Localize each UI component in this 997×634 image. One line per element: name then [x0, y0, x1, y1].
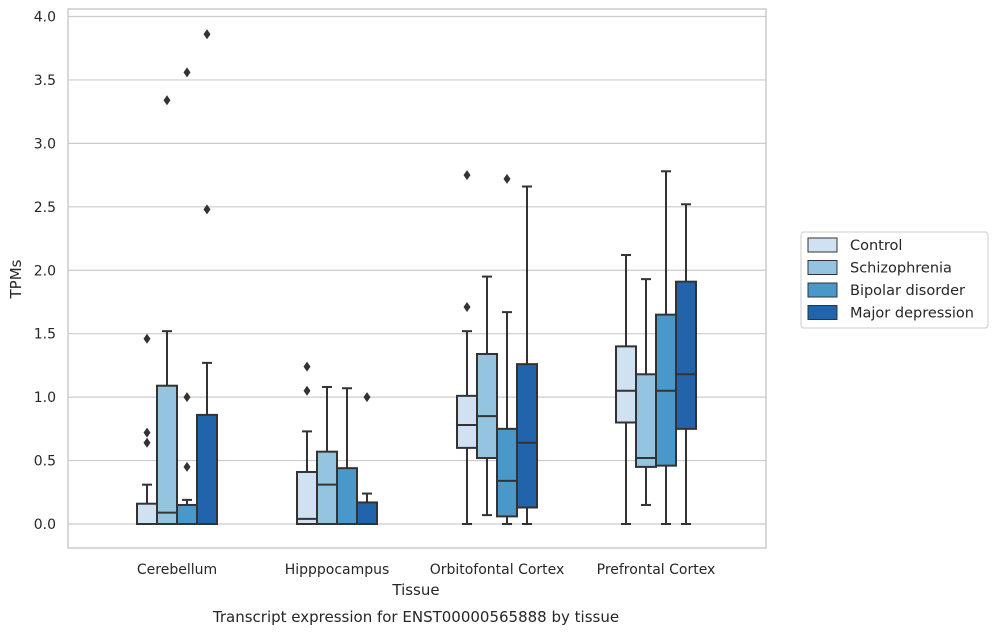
x-tick-label: Hipppocampus: [285, 562, 390, 578]
box-iqr: [196, 413, 218, 526]
box-iqr: [316, 450, 338, 525]
box-bipolar-disorder: [336, 387, 358, 525]
y-tick-label: 1.5: [34, 327, 56, 343]
outlier-point: [203, 204, 211, 215]
box-iqr: [635, 373, 657, 468]
box-schizophrenia: [476, 275, 498, 517]
box-control: [456, 170, 478, 525]
box-iqr: [296, 470, 318, 526]
y-tick-label: 0.5: [34, 454, 56, 470]
legend-label: Major depression: [850, 306, 974, 322]
box-iqr: [675, 280, 697, 430]
box-major-depression: [196, 29, 218, 526]
outlier-point: [143, 333, 151, 344]
outlier-point: [183, 461, 191, 472]
outlier-point: [303, 361, 311, 372]
box-iqr: [176, 503, 198, 525]
outlier-point: [143, 427, 151, 438]
box-iqr: [156, 384, 178, 525]
legend-label: Control: [850, 238, 902, 254]
y-tick-label: 0.0: [34, 517, 56, 533]
outlier-point: [303, 385, 311, 396]
x-tick-label: Cerebellum: [137, 562, 217, 578]
box-control: [136, 333, 158, 526]
y-tick-label: 1.0: [34, 390, 56, 406]
box-bipolar-disorder: [655, 170, 677, 525]
y-tick-label: 4.0: [34, 10, 56, 26]
legend-frame: [800, 231, 989, 329]
box-iqr: [356, 501, 378, 525]
outlier-point: [163, 95, 171, 106]
y-axis-label: TPMs: [7, 259, 25, 299]
box-major-depression: [356, 392, 378, 525]
box-bipolar-disorder: [496, 173, 518, 525]
box-iqr: [476, 352, 498, 460]
outlier-point: [203, 29, 211, 40]
legend-swatch: [807, 260, 838, 275]
box-iqr: [615, 345, 637, 424]
legend-swatch: [807, 305, 838, 320]
outlier-point: [183, 392, 191, 403]
outlier-point: [503, 173, 511, 184]
y-tick-label: 3.0: [34, 136, 56, 152]
box-schizophrenia: [316, 385, 338, 525]
x-axis-label: Tissue: [391, 581, 439, 599]
box-schizophrenia: [156, 95, 178, 525]
legend-label: Bipolar disorder: [850, 283, 965, 299]
legend-swatch: [807, 282, 838, 298]
plot-frame: [67, 8, 767, 549]
box-iqr: [496, 427, 518, 518]
y-tick-label: 2.0: [34, 263, 56, 279]
outlier-point: [363, 392, 371, 403]
outlier-point: [143, 437, 151, 448]
box-iqr: [136, 502, 158, 526]
x-tick-label: Prefrontal Cortex: [597, 562, 716, 578]
box-iqr: [516, 363, 538, 509]
box-major-depression: [675, 203, 697, 525]
outlier-point: [463, 302, 471, 313]
x-tick-label: Orbitofontal Cortex: [430, 562, 565, 578]
legend-label: Schizophrenia: [850, 261, 952, 277]
outlier-point: [463, 170, 471, 181]
outlier-point: [183, 67, 191, 78]
y-tick-label: 3.5: [34, 73, 56, 89]
box-control: [296, 361, 318, 526]
box-iqr: [456, 394, 478, 449]
y-tick-labels: 0.0 0.5 1.0 1.5 2.0 2.5 3.0 3.5 4.0: [34, 10, 56, 534]
box-control: [615, 254, 637, 525]
legend-swatch: [807, 237, 838, 253]
chart-title: Transcript expression for ENST0000056588…: [212, 608, 619, 626]
y-tick-label: 2.5: [34, 200, 56, 216]
boxes: [136, 29, 697, 526]
legend: Control Schizophrenia Bipolar disorder Majo…: [800, 231, 989, 329]
box-iqr: [336, 467, 358, 525]
box-major-depression: [516, 185, 538, 525]
x-tick-labels: Cerebellum Hipppocampus Orbitofontal Corte…: [137, 562, 715, 578]
